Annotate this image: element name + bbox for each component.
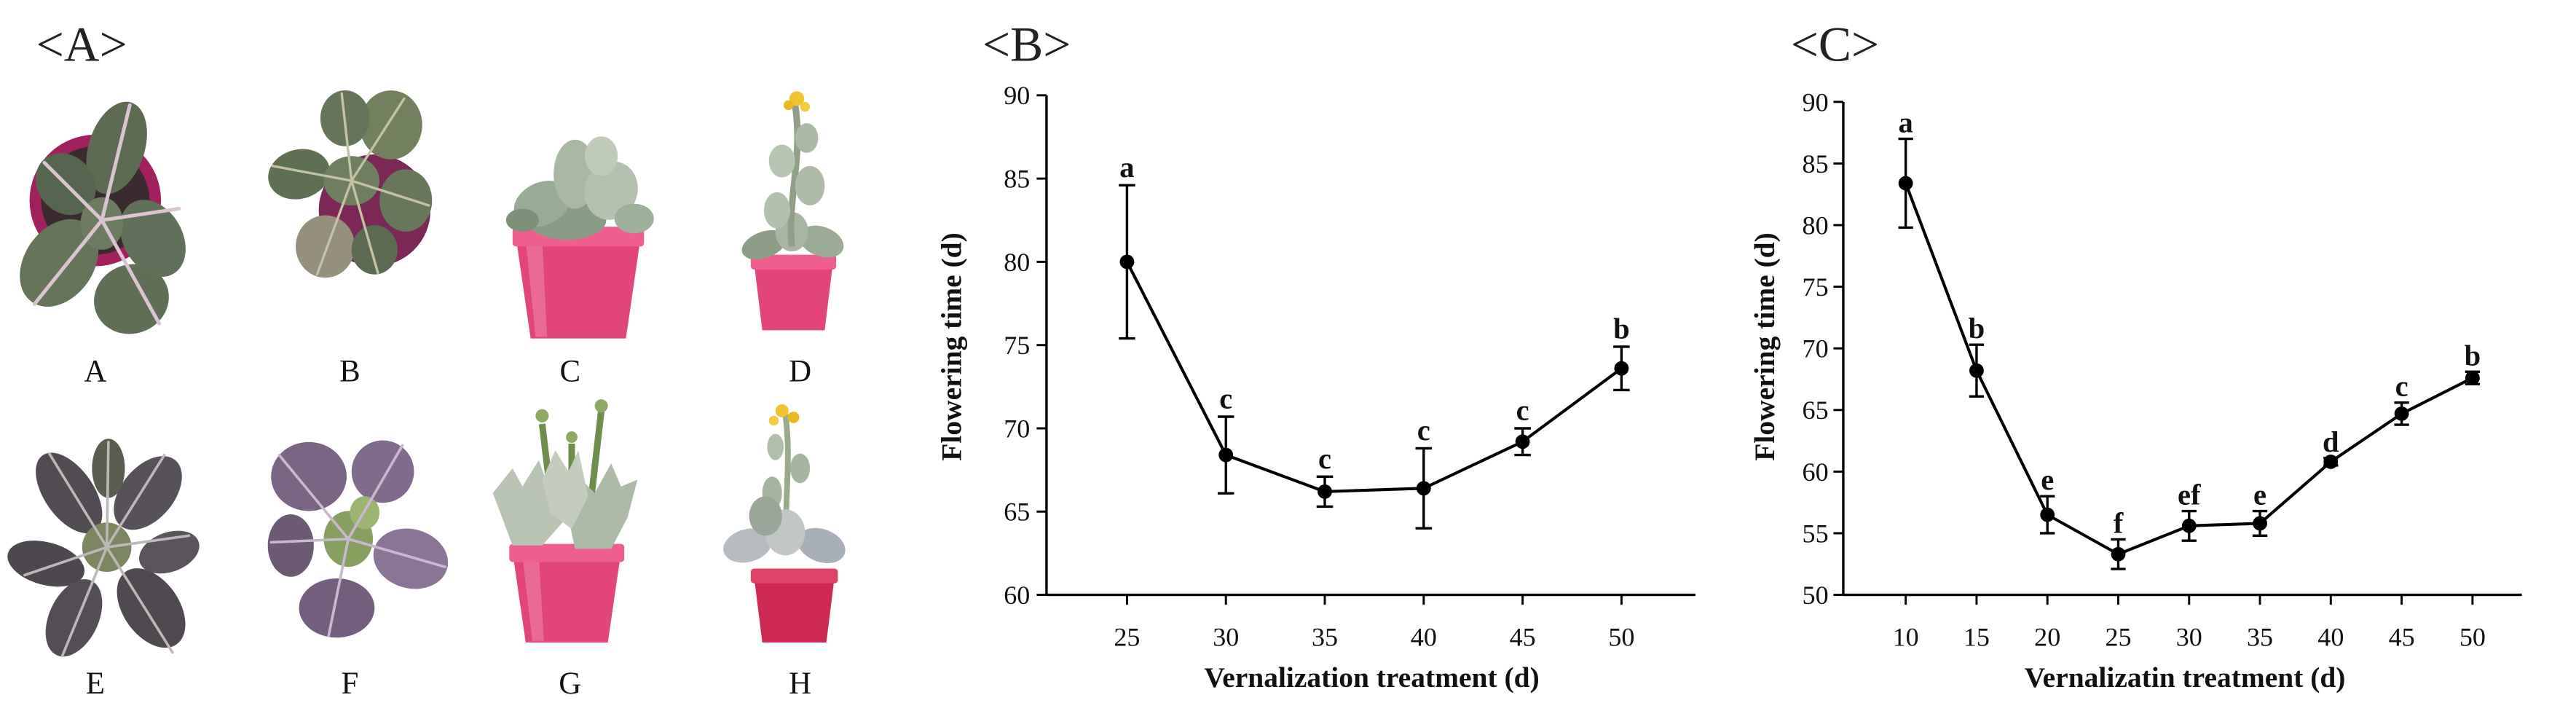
chart-c-x-axis-title: Vernalizatin treatment (d) bbox=[2025, 661, 2346, 694]
y-tick-label: 75 bbox=[1004, 331, 1030, 360]
data-point bbox=[1969, 363, 1984, 378]
y-tick-label: 85 bbox=[1803, 149, 1829, 178]
plant-photo-e bbox=[7, 439, 200, 657]
significance-letter: b bbox=[1969, 312, 1985, 345]
data-point bbox=[1119, 254, 1135, 270]
data-point bbox=[2253, 516, 2267, 531]
significance-letter: c bbox=[1318, 442, 1331, 475]
x-tick-label: 40 bbox=[1411, 623, 1437, 652]
y-tick-label: 85 bbox=[1004, 165, 1030, 194]
chart-b-plot: 60 65 70 75 80 85 90 25 30 35 40 45 50 a c c c c b bbox=[1004, 81, 1695, 652]
plant-photo-c bbox=[505, 136, 654, 339]
panel-c: <C> 50 55 60 65 70 75 80 85 90 10 15 20 25 30 35 40 45 50… bbox=[1749, 17, 2522, 694]
y-tick-label: 80 bbox=[1803, 211, 1829, 240]
x-tick-label: 50 bbox=[1608, 623, 1634, 652]
x-tick-label: 45 bbox=[2389, 623, 2415, 652]
y-tick-label: 70 bbox=[1803, 334, 1829, 364]
plant-photo-d bbox=[741, 91, 844, 331]
data-point bbox=[1898, 176, 1913, 191]
data-point bbox=[1317, 484, 1332, 499]
significance-letter: e bbox=[2041, 463, 2054, 496]
plant-label-f: F bbox=[342, 667, 359, 701]
data-point bbox=[2323, 454, 2339, 469]
significance-letter: c bbox=[1417, 414, 1430, 447]
chart-c-y-axis-title: Flowering time (d) bbox=[1749, 232, 1781, 460]
plant-label-e: E bbox=[86, 667, 105, 701]
significance-letter: a bbox=[1119, 151, 1134, 184]
plant-label-h: H bbox=[789, 667, 811, 701]
x-tick-label: 45 bbox=[1510, 623, 1536, 652]
significance-letter: b bbox=[2465, 339, 2481, 372]
plant-photo-h bbox=[723, 404, 846, 643]
plant-photo-g bbox=[492, 399, 638, 643]
significance-letter: e bbox=[2253, 479, 2266, 511]
plant-photo-a bbox=[20, 101, 186, 334]
significance-letter: d bbox=[2323, 425, 2339, 458]
y-tick-label: 65 bbox=[1004, 498, 1030, 527]
y-tick-label: 65 bbox=[1803, 396, 1829, 425]
x-tick-label: 20 bbox=[2034, 623, 2060, 652]
y-tick-label: 80 bbox=[1004, 248, 1030, 277]
x-tick-label: 35 bbox=[2247, 623, 2273, 652]
significance-letter: b bbox=[1613, 313, 1630, 345]
series-line bbox=[1125, 261, 1623, 493]
data-point bbox=[2181, 518, 2197, 533]
plant-label-c: C bbox=[559, 354, 580, 388]
data-point bbox=[1614, 361, 1629, 376]
panel-c-label: <C> bbox=[1791, 17, 1879, 71]
plant-label-a: A bbox=[84, 354, 106, 388]
plant-photo-b bbox=[268, 90, 433, 278]
x-tick-label: 50 bbox=[2459, 623, 2486, 652]
y-tick-label: 75 bbox=[1803, 272, 1829, 302]
data-point bbox=[1218, 447, 1234, 463]
chart-b-y-axis-title: Flowering time (d) bbox=[936, 232, 968, 460]
significance-letter: c bbox=[1219, 382, 1232, 415]
data-point bbox=[1515, 434, 1530, 449]
x-tick-label: 40 bbox=[2317, 623, 2344, 652]
data-point bbox=[2111, 546, 2126, 562]
plant-label-b: B bbox=[339, 354, 361, 388]
panel-a: <A> bbox=[7, 17, 846, 701]
x-tick-label: 25 bbox=[2105, 623, 2131, 652]
plant-photo-f bbox=[267, 440, 449, 638]
x-tick-label: 35 bbox=[1312, 623, 1338, 652]
significance-letter: f bbox=[2114, 506, 2124, 539]
plant-label-d: D bbox=[789, 354, 811, 388]
plant-label-g: G bbox=[559, 667, 581, 701]
y-tick-label: 55 bbox=[1803, 519, 1829, 548]
data-point bbox=[1416, 481, 1431, 496]
panel-b-label: <B> bbox=[982, 17, 1071, 71]
y-tick-label: 90 bbox=[1004, 81, 1030, 110]
data-point bbox=[2465, 370, 2480, 385]
panel-a-label: <A> bbox=[36, 17, 127, 71]
significance-letter: c bbox=[2395, 370, 2408, 403]
data-point bbox=[2394, 406, 2409, 421]
data-point bbox=[2040, 507, 2055, 522]
chart-b-x-axis-title: Vernalization treatment (d) bbox=[1204, 661, 1539, 694]
panel-b: <B> 60 65 70 75 80 85 90 25 30 35 40 45 50 a c c c c b Flo… bbox=[936, 17, 1695, 694]
significance-letter: a bbox=[1899, 106, 1913, 139]
x-tick-label: 10 bbox=[1893, 623, 1919, 652]
x-tick-label: 30 bbox=[2176, 623, 2202, 652]
x-tick-label: 30 bbox=[1213, 623, 1239, 652]
y-tick-label: 60 bbox=[1004, 581, 1030, 610]
y-tick-label: 90 bbox=[1803, 87, 1829, 117]
significance-letter: c bbox=[1516, 394, 1529, 427]
x-tick-label: 15 bbox=[1963, 623, 1990, 652]
y-tick-label: 50 bbox=[1803, 581, 1829, 610]
y-tick-label: 70 bbox=[1004, 414, 1030, 443]
x-tick-label: 25 bbox=[1114, 623, 1140, 652]
significance-letter: ef bbox=[2178, 479, 2201, 511]
y-tick-label: 60 bbox=[1803, 457, 1829, 487]
